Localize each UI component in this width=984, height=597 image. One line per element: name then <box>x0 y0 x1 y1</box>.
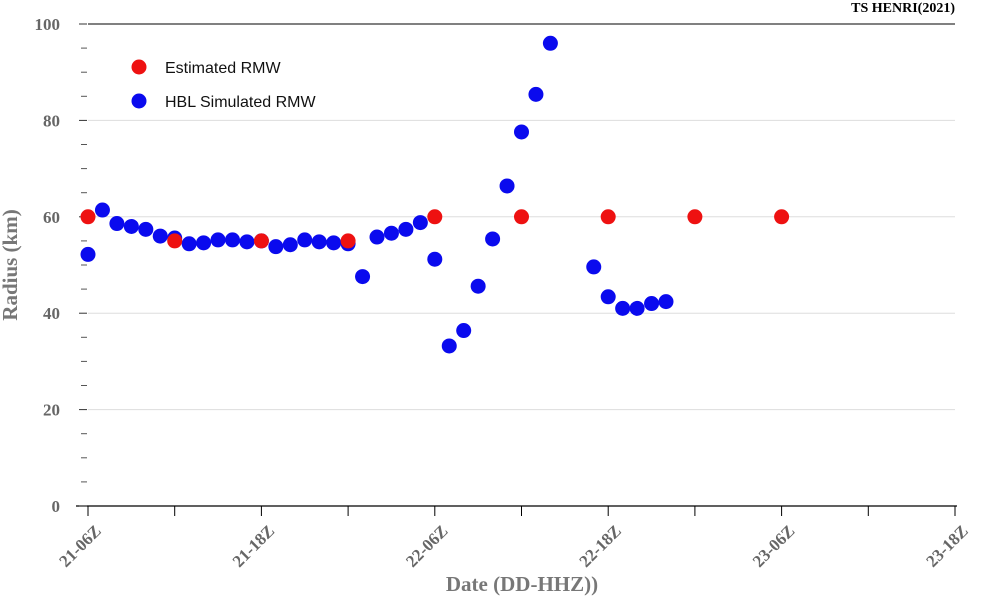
legend-marker-estimated <box>131 59 147 75</box>
legend: Estimated RMW HBL Simulated RMW <box>131 59 316 111</box>
hbl-rmw-point <box>210 232 226 248</box>
estimated-rmw-point <box>253 233 269 249</box>
x-tick-label: 21-18Z <box>229 521 278 570</box>
hbl-rmw-point <box>615 300 631 316</box>
estimated-rmw-point <box>774 209 790 225</box>
y-tick-label: 100 <box>35 15 61 34</box>
hbl-rmw-point <box>123 218 139 234</box>
hbl-rmw-point <box>369 229 385 245</box>
x-tick-label: 22-18Z <box>576 521 625 570</box>
hbl-rmw-point <box>225 232 240 248</box>
hbl-rmw-point <box>485 231 501 247</box>
hbl-rmw-point <box>297 232 313 248</box>
estimated-rmw-point <box>167 233 183 249</box>
hbl-rmw-point <box>326 235 342 251</box>
estimated-rmw-point <box>514 209 529 225</box>
hbl-rmw-point <box>514 124 529 140</box>
legend-label-estimated: Estimated RMW <box>165 60 281 77</box>
hbl-rmw-point <box>152 228 168 244</box>
hbl-rmw-point <box>470 278 486 294</box>
hbl-rmw-point <box>181 236 197 252</box>
x-tick-label: 21-06Z <box>55 521 104 570</box>
y-axis-ticks: 0 20 40 60 80 100 <box>35 15 87 516</box>
y-axis-title: Radius (km) <box>0 209 22 320</box>
hbl-rmw-point <box>282 237 298 253</box>
y-tick-label: 60 <box>43 208 60 227</box>
x-axis-title: Date (DD-HHZ)) <box>446 572 598 596</box>
hbl-rmw-point <box>268 239 284 255</box>
hbl-rmw-point <box>109 216 125 232</box>
estimated-rmw-point <box>427 209 443 225</box>
data-points <box>80 35 790 354</box>
y-tick-label: 20 <box>43 401 60 420</box>
estimated-rmw-point <box>687 209 703 225</box>
hbl-rmw-point <box>441 338 457 354</box>
hbl-rmw-point <box>586 259 602 275</box>
hbl-rmw-point <box>355 269 371 285</box>
hbl-rmw-point <box>427 251 443 267</box>
hbl-rmw-point <box>542 35 558 51</box>
hbl-rmw-point <box>80 246 96 262</box>
x-axis-ticks: 21-06Z 21-18Z 22-06Z 22-18Z 23-06Z 23-18Z <box>55 506 972 571</box>
estimated-rmw-point <box>600 209 616 225</box>
estimated-rmw-point <box>80 209 96 225</box>
hbl-rmw-point <box>239 234 255 250</box>
y-tick-label: 0 <box>52 497 61 516</box>
x-tick-label: 23-06Z <box>749 521 798 570</box>
legend-label-hbl: HBL Simulated RMW <box>165 94 316 111</box>
legend-marker-hbl <box>131 93 147 109</box>
x-tick-label: 23-18Z <box>922 521 971 570</box>
hbl-rmw-point <box>528 86 544 102</box>
hbl-rmw-point <box>499 178 515 194</box>
estimated-rmw-point <box>340 233 356 249</box>
hbl-rmw-point <box>456 323 472 339</box>
hbl-rmw-point <box>398 221 414 237</box>
hbl-rmw-point <box>311 234 327 250</box>
hbl-rmw-point <box>383 225 399 241</box>
hbl-rmw-point <box>658 294 674 310</box>
hbl-rmw-point <box>196 235 212 251</box>
y-tick-label: 40 <box>43 304 60 323</box>
chart-title: TS HENRI(2021) <box>851 1 955 16</box>
x-tick-label: 22-06Z <box>402 521 451 570</box>
hbl-rmw-point <box>412 215 428 231</box>
hbl-rmw-point <box>644 296 660 312</box>
hbl-rmw-point <box>138 221 154 237</box>
y-tick-label: 80 <box>43 111 60 130</box>
hbl-rmw-point <box>629 300 645 316</box>
hbl-rmw-point <box>94 202 110 218</box>
hbl-rmw-point <box>600 289 616 305</box>
